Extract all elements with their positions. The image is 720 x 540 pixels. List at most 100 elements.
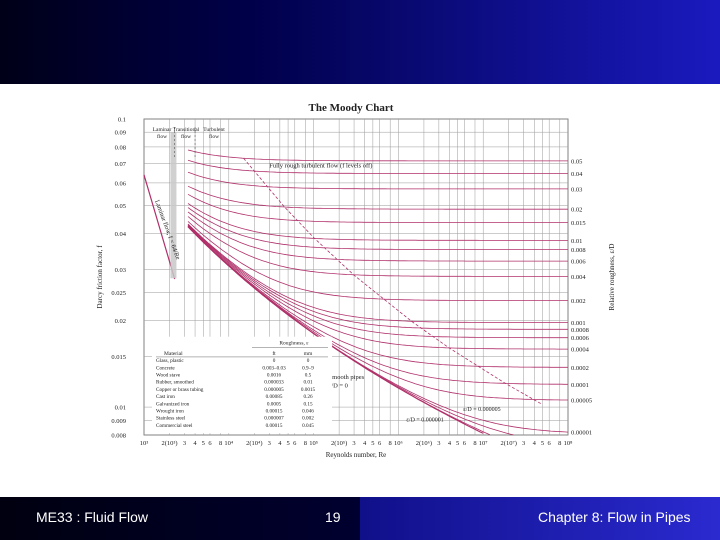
y-tick-label: 0.009 xyxy=(111,418,126,425)
table-cell: 0.003–0.03 xyxy=(262,365,286,371)
table-cell: 0.5 xyxy=(305,373,312,379)
roughness-table-bg xyxy=(152,336,332,434)
y-tick-label: 0.025 xyxy=(111,290,126,297)
x-tick-label: 2(10⁴) xyxy=(246,440,262,447)
x-tick-label: 3 xyxy=(183,440,186,447)
table-cell: Concrete xyxy=(156,365,175,371)
roughness-value-label: 0.04 xyxy=(571,171,583,178)
table-cell: 0.0015 xyxy=(301,387,316,393)
table-cell: 0.002 xyxy=(302,416,314,422)
table-cell: 0.0016 xyxy=(267,373,282,379)
chart-title: The Moody Chart xyxy=(309,102,394,114)
y-tick-label: 0.04 xyxy=(115,231,127,238)
roughness-curve xyxy=(187,185,568,210)
table-cell: 0.000033 xyxy=(264,380,284,386)
table-cell: Rubber, smoothed xyxy=(156,380,194,386)
smooth-pipes-label: Smooth pipes xyxy=(329,374,365,381)
table-cell: 0.15 xyxy=(303,401,312,407)
x-tick-label: 6 xyxy=(378,440,382,447)
roughness-curve xyxy=(187,171,568,190)
table-cell: Copper or brass tubing xyxy=(156,387,204,393)
roughness-curve xyxy=(187,203,568,241)
y-tick-label: 0.03 xyxy=(115,267,126,274)
table-cell: Glass, plastic xyxy=(156,358,184,364)
roughness-value-label: 0.05 xyxy=(571,158,582,165)
x-tick-label: 6 xyxy=(208,440,212,447)
x-tick-label: 4 xyxy=(363,440,367,447)
title-banner xyxy=(0,0,720,84)
table-header: ft xyxy=(272,350,276,357)
x-axis-label: Reynolds number, Re xyxy=(326,451,387,459)
roughness-curve xyxy=(187,207,568,250)
curve-layer xyxy=(143,127,568,436)
course-name: ME33 : Fluid Flow xyxy=(36,509,149,525)
regime-label: Turbulent xyxy=(203,127,225,133)
table-cell: 0.00085 xyxy=(266,394,283,400)
roughness-curve xyxy=(187,224,568,330)
x-tick-label: 5 xyxy=(286,440,289,447)
x-tick-label: 5 xyxy=(456,440,459,447)
table-cell: 0.00015 xyxy=(266,409,283,415)
roughness-value-label: 0.03 xyxy=(571,186,582,193)
table-cell: Stainless steel xyxy=(156,416,186,422)
y-tick-label: 0.015 xyxy=(111,354,126,361)
roughness-curve xyxy=(187,159,568,174)
table-cell: 0.0005 xyxy=(267,401,282,407)
roughness-curve xyxy=(187,149,568,162)
laminar-line xyxy=(143,174,176,280)
axis-layer: 10³ 2(10³) 3 4 5 6 8 10⁴ 2(10⁴) 3 4 5 6 8 10⁵ 2(10⁵) 3 4 5… xyxy=(96,117,616,460)
x-tick-label: 10⁵ xyxy=(309,440,318,447)
footer-right-band xyxy=(360,497,720,540)
y-tick-label: 0.1 xyxy=(118,117,126,124)
roughness-value-label: 0.00001 xyxy=(571,430,592,437)
regime-label-sub: flow xyxy=(157,133,167,140)
table-cell: 0.26 xyxy=(303,394,312,400)
x-tick-label: 8 xyxy=(558,440,561,447)
roughness-curve xyxy=(187,211,568,262)
moody-chart: The Moody Chart 10³ 2(10³) 3 4 5 6 8 10⁴ 2(10⁴) 3… xyxy=(90,86,620,464)
x-tick-label: 3 xyxy=(522,440,525,447)
x-tick-label: 2(10³) xyxy=(162,440,178,447)
fully-rough-boundary xyxy=(243,158,543,405)
y-tick-label: 0.09 xyxy=(115,130,126,137)
laminar-flow-label: Laminar flow, f = 64/Re xyxy=(153,199,181,261)
x-tick-label: 6 xyxy=(463,440,467,447)
x-tick-label: 10⁴ xyxy=(224,440,234,447)
y-tick-label: 0.07 xyxy=(115,161,127,168)
regime-label-sub: flow xyxy=(181,133,191,140)
y-tick-label: 0.02 xyxy=(115,318,126,325)
y-tick-label: 0.008 xyxy=(111,433,126,440)
roughness-value-label: 0.006 xyxy=(571,259,586,266)
roughness-value-label: 0.002 xyxy=(571,298,586,305)
table-cell: 0 xyxy=(273,358,276,364)
eps-small-label: ε/D = 0.000005 xyxy=(463,407,500,413)
x-tick-label: 6 xyxy=(548,440,552,447)
x-tick-label: 2(10⁵) xyxy=(331,440,347,447)
chapter-title: Chapter 8: Flow in Pipes xyxy=(538,509,691,525)
y-tick-label: 0.01 xyxy=(115,405,126,412)
table-header: Material xyxy=(164,351,183,357)
x-tick-label: 4 xyxy=(193,440,197,447)
table-cell: 0.9–9 xyxy=(302,365,314,371)
x-tick-label: 4 xyxy=(533,440,537,447)
roughness-value-label: 0.01 xyxy=(571,238,582,245)
x-tick-label: 8 xyxy=(219,440,222,447)
roughness-curve xyxy=(187,225,568,368)
x-tick-label: 3 xyxy=(352,440,355,447)
table-cell: 0 xyxy=(307,358,310,364)
y-tick-label: 0.05 xyxy=(115,203,126,210)
y-tick-label: 0.06 xyxy=(115,180,127,187)
slide-footer: ME33 : Fluid Flow 19 Chapter 8: Flow in … xyxy=(0,497,720,540)
x-tick-label: 10³ xyxy=(140,440,149,447)
table-cell: 0.000007 xyxy=(264,416,284,422)
roughness-value-label: 0.00005 xyxy=(571,398,592,405)
table-cell: 0.000005 xyxy=(264,387,284,393)
roughness-value-label: 0.004 xyxy=(571,274,586,281)
transition-shading xyxy=(170,132,177,279)
roughness-curve xyxy=(187,224,568,339)
roughness-curve xyxy=(187,225,568,350)
table-cell: Commercial steel xyxy=(156,423,193,429)
roughness-value-label: 0.015 xyxy=(571,220,586,227)
x-tick-label: 6 xyxy=(293,440,297,447)
x-tick-label: 4 xyxy=(278,440,282,447)
